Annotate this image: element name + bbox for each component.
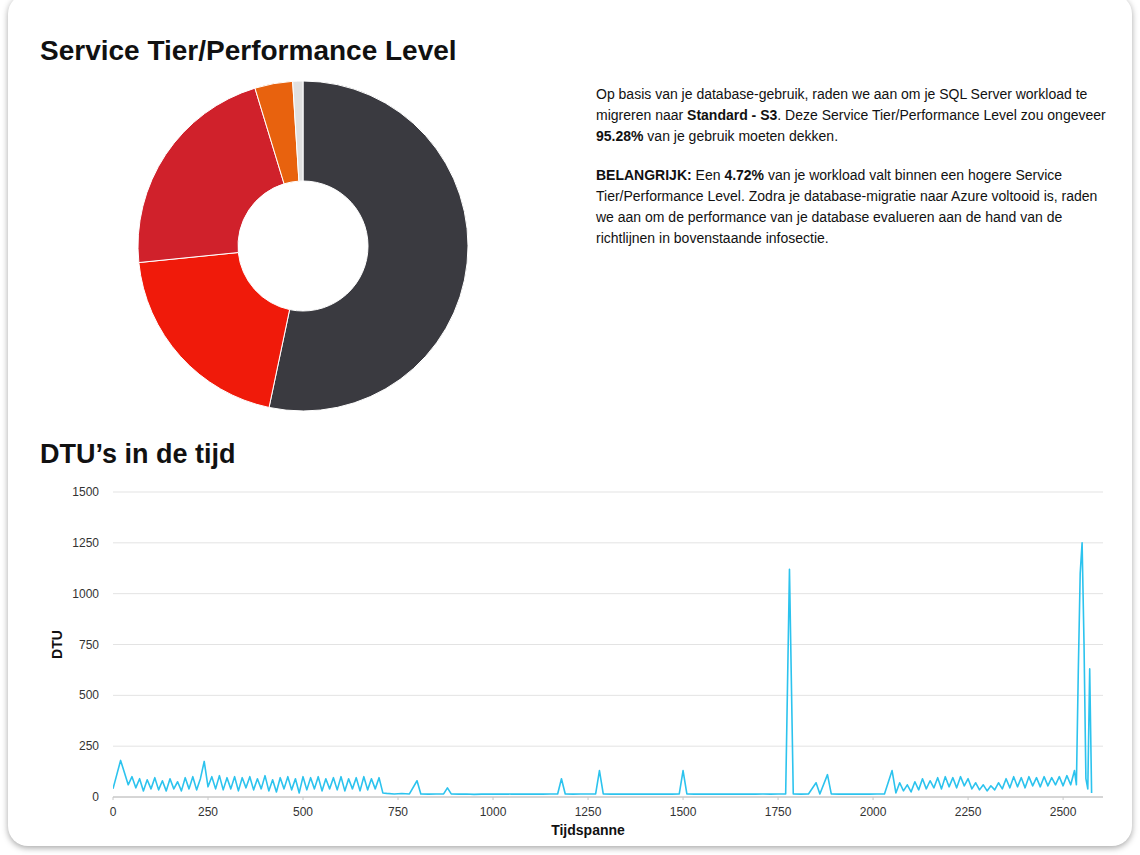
paragraph: Op basis van je database-gebruik, raden … [596,84,1108,147]
data-line [113,543,1092,795]
x-tick-label: 2500 [1050,805,1077,819]
text: Een [692,167,725,183]
x-axis-line [113,797,1103,798]
text: van je gebruik moeten dekken. [643,128,838,144]
x-tick [493,797,494,800]
chart-title: DTU’s in de tijd [40,439,236,469]
grid-line [113,746,1103,747]
x-tick [588,797,589,800]
plot-area [113,543,1092,795]
x-tick-label: 2250 [955,805,982,819]
x-tick-label: 750 [388,805,408,819]
y-tick-label: 1000 [72,587,99,601]
y-axis-label: DTU [49,630,65,659]
pie-slice [293,81,303,181]
x-tick-label: 2000 [860,805,887,819]
pie-slice [139,253,290,408]
x-tick [1063,797,1064,800]
grid-line [113,593,1103,594]
bold-text: 4.72% [724,167,764,183]
y-tick-label: 250 [79,739,99,753]
y-tick-label: 1250 [72,536,99,550]
axes: 0 250 500 750 1000 1250 1500 0 250 500 750 1000 1250… [49,485,1103,838]
x-tick-label: 1750 [765,805,792,819]
grid-line [113,695,1103,696]
x-tick [208,797,209,800]
card [8,0,1132,846]
y-tick-label: 0 [92,790,99,804]
x-tick-label: 1000 [480,805,507,819]
chart-title: Service Tier/Performance Level [40,35,457,66]
x-tick [113,797,114,800]
text: . Deze Service Tier/Performance Level zo… [777,107,1105,123]
chart-canvas: Service Tier/Performance Level DTU’s in d… [0,0,1140,855]
x-tick [683,797,684,800]
x-tick-label: 1250 [575,805,602,819]
x-tick-label: 250 [198,805,218,819]
x-tick [873,797,874,800]
grid-line [113,542,1103,543]
y-tick-label: 750 [79,638,99,652]
bold-text: BELANGRIJK: [596,167,692,183]
pie-slice [255,81,299,183]
recommendation: Op basis van je database-gebruik, raden … [596,84,1108,267]
x-tick [303,797,304,800]
x-tick [398,797,399,800]
x-tick-label: 500 [293,805,313,819]
x-axis-label: Tijdspanne [551,822,625,838]
x-tick-label: 1500 [670,805,697,819]
x-tick [778,797,779,800]
grid-line [113,797,1103,798]
pie-slices [138,81,468,411]
x-tick [968,797,969,800]
y-tick-label: 1500 [72,485,99,499]
pie-slice [138,88,284,262]
grid-line [113,492,1103,493]
pie-slice [269,81,468,411]
bold-text: Standard - S3 [687,107,777,123]
y-tick-label: 500 [79,688,99,702]
grid-line [113,644,1103,645]
x-tick-label: 0 [110,805,117,819]
bold-text: 95.28% [596,128,643,144]
paragraph: BELANGRIJK: Een 4.72% van je workload va… [596,165,1108,249]
